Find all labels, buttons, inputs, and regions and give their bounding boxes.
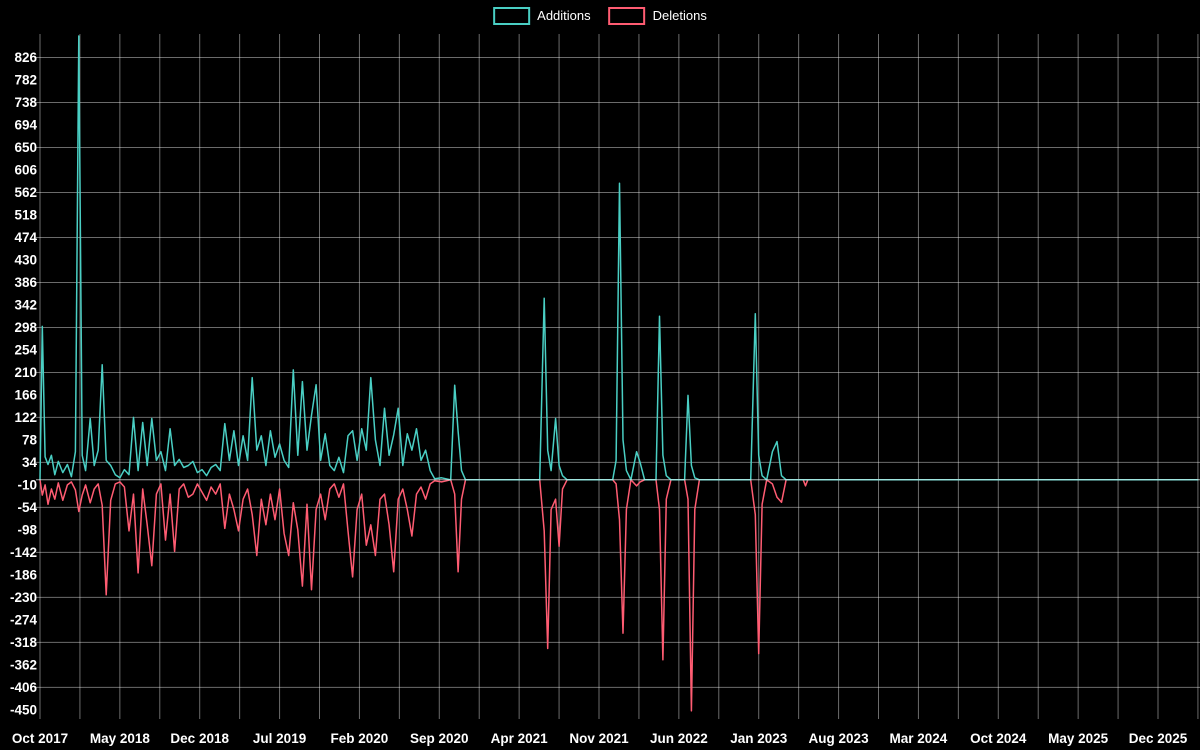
- y-tick-label: 166: [14, 387, 37, 402]
- y-tick-label: -450: [10, 702, 37, 717]
- deletions-line: [39, 479, 1199, 712]
- y-tick-label: -10: [17, 477, 37, 492]
- additions-swatch-icon: [493, 7, 531, 25]
- y-tick-label: 254: [14, 342, 37, 357]
- y-tick-label: 386: [14, 275, 37, 290]
- y-tick-label: -186: [10, 567, 38, 582]
- x-tick-label: Dec 2025: [1129, 731, 1188, 746]
- x-tick-label: Dec 2018: [170, 731, 229, 746]
- y-tick-label: -98: [17, 522, 37, 537]
- x-tick-label: Oct 2017: [12, 731, 68, 746]
- x-tick-label: Oct 2024: [970, 731, 1027, 746]
- y-tick-label: 562: [14, 185, 37, 200]
- y-tick-label: 122: [14, 410, 37, 425]
- x-tick-label: May 2025: [1048, 731, 1109, 746]
- x-tick-label: Jan 2023: [730, 731, 788, 746]
- x-tick-label: Nov 2021: [569, 731, 629, 746]
- y-tick-label: 650: [14, 140, 37, 155]
- legend-item-deletions[interactable]: Deletions: [608, 7, 707, 25]
- y-tick-label: 782: [14, 73, 37, 88]
- y-tick-label: -274: [10, 612, 38, 627]
- y-tick-label: -230: [10, 590, 37, 605]
- y-tick-label: -406: [10, 680, 38, 695]
- y-tick-label: -362: [10, 657, 37, 672]
- y-tick-label: 518: [14, 207, 37, 222]
- chart-legend: Additions Deletions: [493, 7, 707, 25]
- y-tick-label: 298: [14, 320, 37, 335]
- y-tick-label: 606: [14, 162, 37, 177]
- y-tick-label: -318: [10, 635, 38, 650]
- deletions-swatch-icon: [608, 7, 646, 25]
- y-tick-label: 826: [14, 50, 37, 65]
- x-tick-label: Feb 2020: [331, 731, 389, 746]
- x-tick-label: Mar 2024: [890, 731, 948, 746]
- x-tick-label: May 2018: [90, 731, 151, 746]
- x-tick-label: Apr 2021: [491, 731, 549, 746]
- y-tick-label: -142: [10, 545, 37, 560]
- y-tick-label: 738: [14, 95, 37, 110]
- y-tick-label: 694: [14, 118, 37, 133]
- y-tick-label: -54: [17, 500, 37, 515]
- x-tick-label: Sep 2020: [410, 731, 469, 746]
- y-tick-label: 34: [22, 455, 38, 470]
- x-tick-label: Aug 2023: [809, 731, 870, 746]
- additions-line: [39, 35, 1199, 481]
- y-tick-label: 474: [14, 230, 37, 245]
- additions-label: Additions: [537, 8, 591, 23]
- legend-item-additions[interactable]: Additions: [493, 7, 591, 25]
- y-tick-label: 210: [14, 365, 37, 380]
- y-tick-label: 78: [22, 432, 38, 447]
- x-tick-label: Jul 2019: [253, 731, 306, 746]
- y-tick-label: 342: [14, 297, 37, 312]
- y-tick-label: 430: [14, 252, 37, 267]
- x-tick-label: Jun 2022: [650, 731, 708, 746]
- deletions-label: Deletions: [652, 8, 707, 23]
